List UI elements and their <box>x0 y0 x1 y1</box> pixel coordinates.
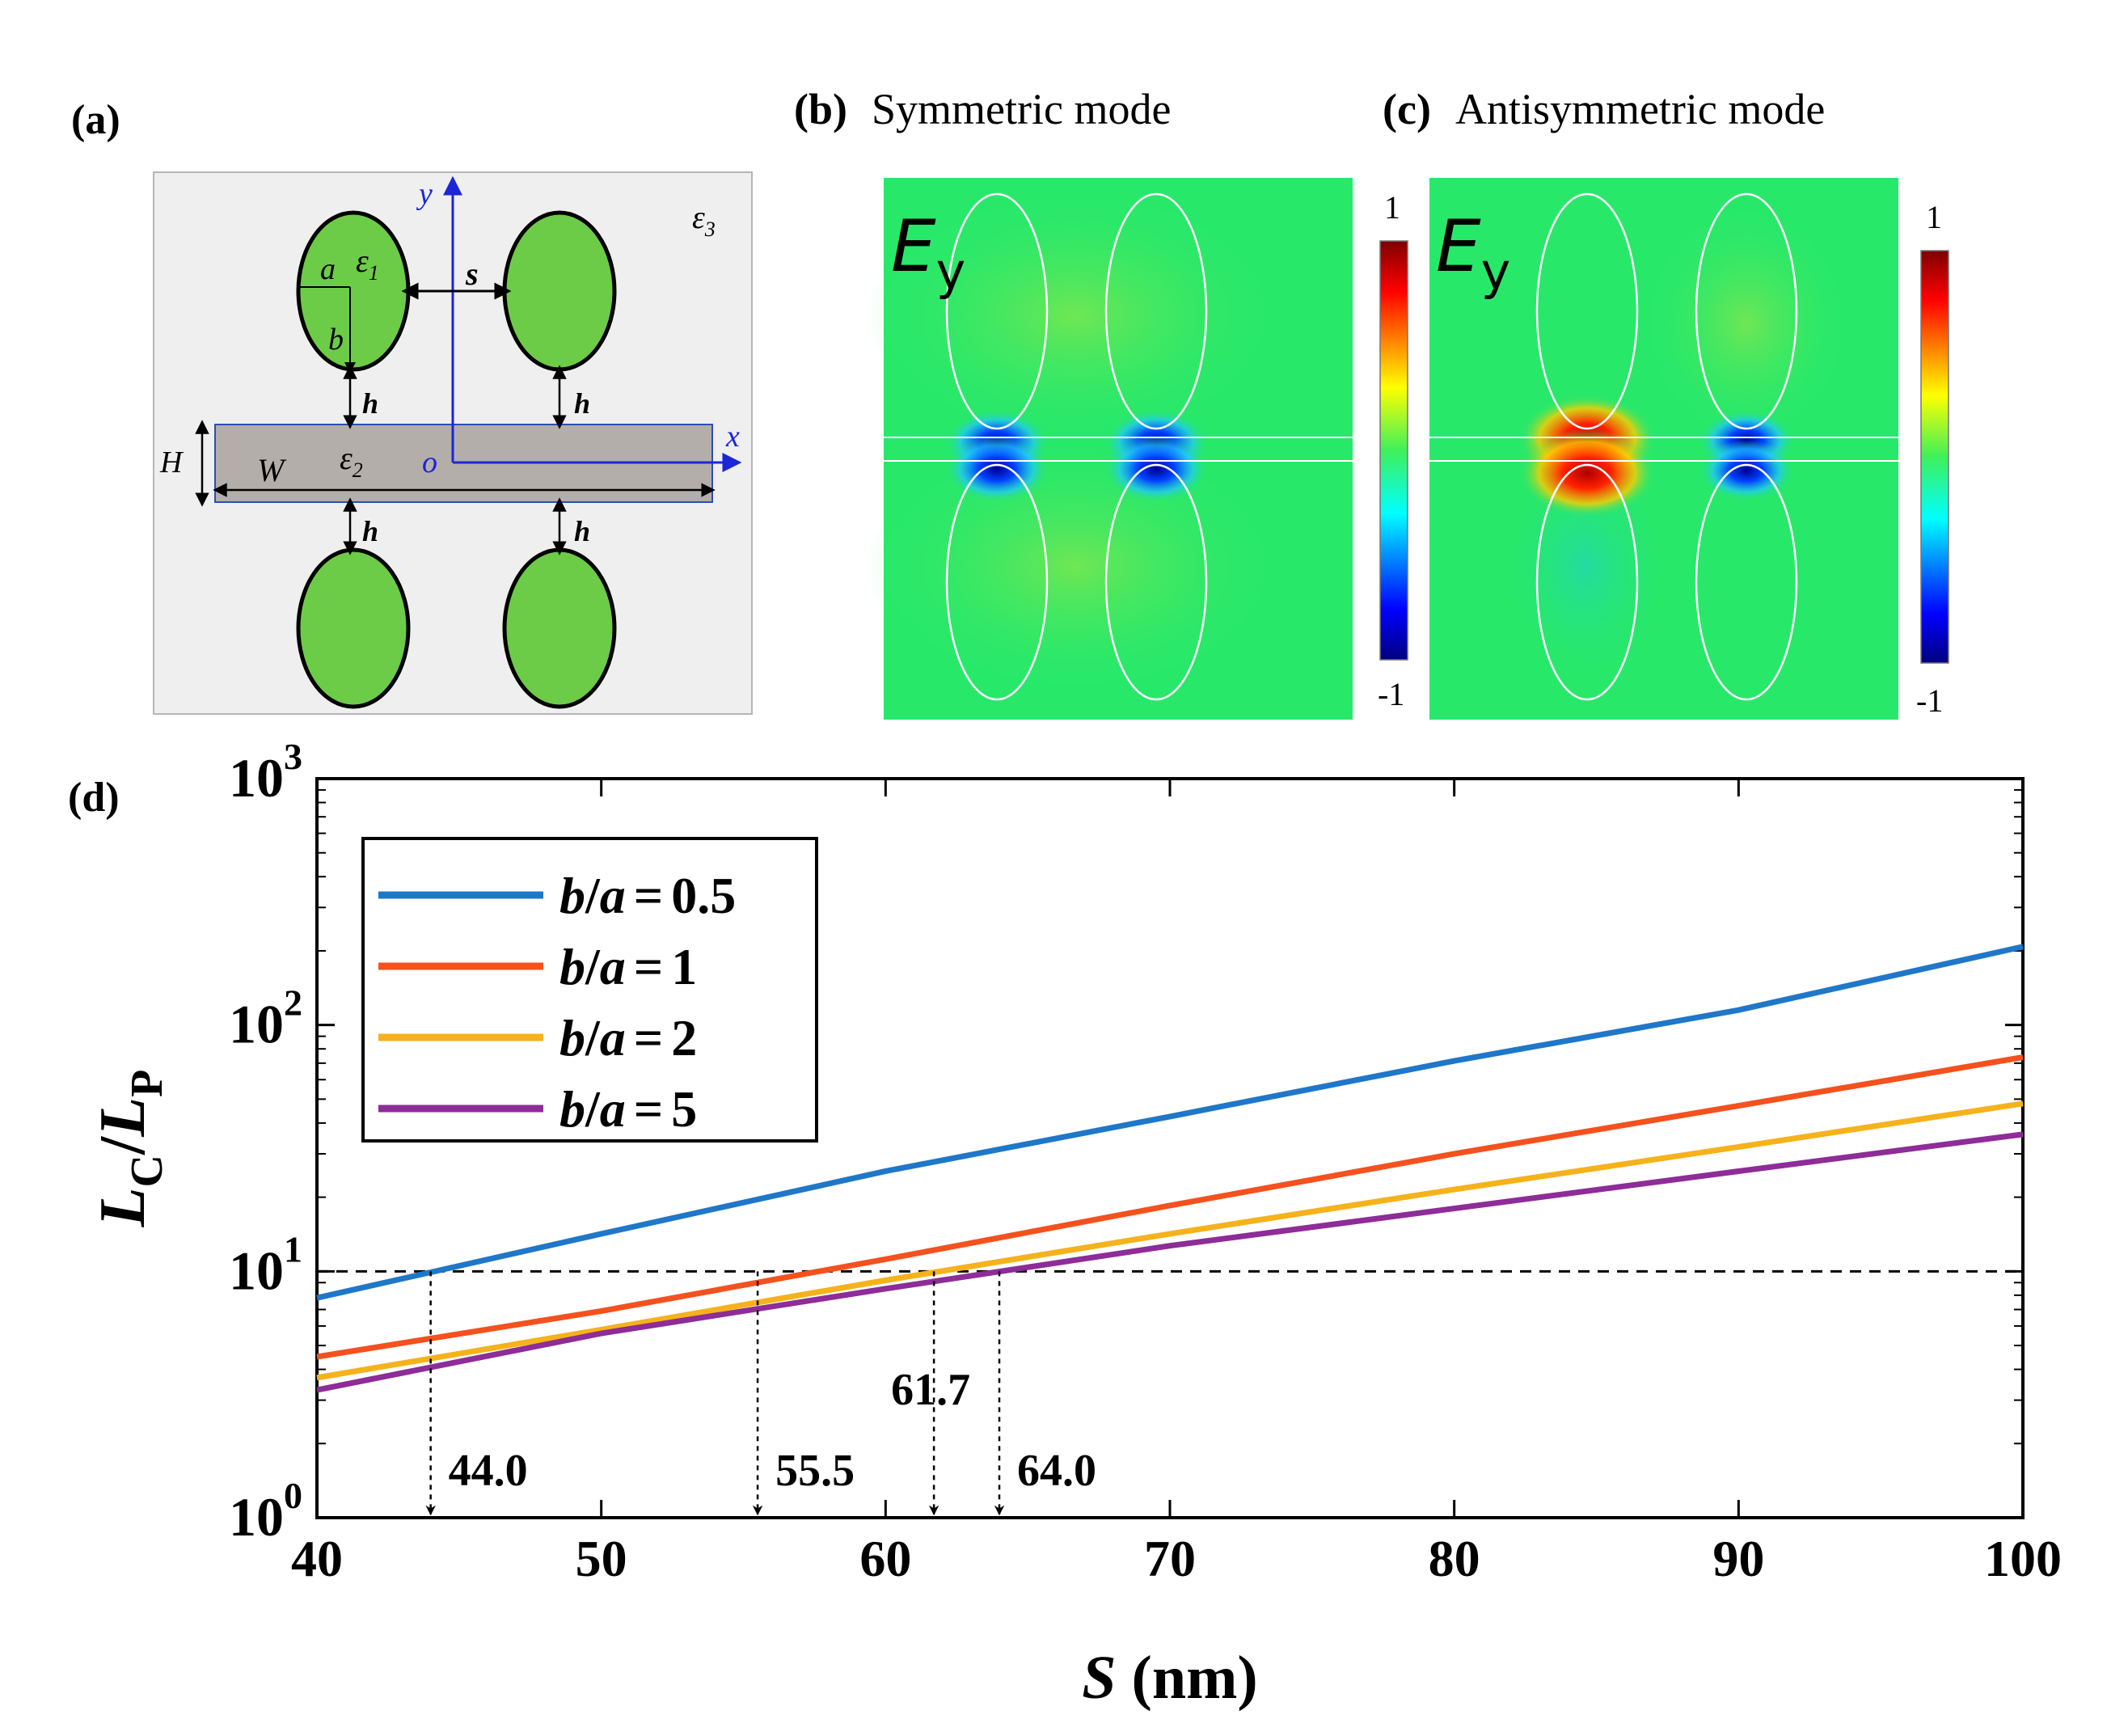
particle-outline-c-1 <box>1535 192 1639 430</box>
label-eps2: ε2 <box>340 440 363 482</box>
label-eps3: ε3 <box>692 199 716 241</box>
x-axis-label: S (nm) <box>1082 1644 1257 1712</box>
panel-a-schematic: ε1 ε2 ε3 a b s h h h h H W o x y <box>153 171 753 715</box>
panel-c-title: (c) Antisymmetric mode <box>1383 85 1825 133</box>
panel-d-label: (d) <box>68 775 120 821</box>
panel-a-label: (a) <box>71 97 120 143</box>
colorbar-c-max: 1 <box>1926 199 1942 235</box>
label-b: b <box>328 323 344 357</box>
label-W: W <box>257 452 287 488</box>
hotspot-c-red-2 <box>1518 429 1656 517</box>
particle-outline-c-2 <box>1695 192 1798 430</box>
label-origin: o <box>422 446 437 479</box>
particle-bottom-left <box>296 547 411 709</box>
panel-b-field-map: Ey 1 -1 <box>865 178 1408 720</box>
y-tick-label: 102 <box>229 982 302 1055</box>
legend-label-s5: b/a = 5 <box>559 1080 697 1138</box>
label-h-4: h <box>574 515 590 547</box>
label-H: H <box>159 446 184 479</box>
hotspot-c-blue-2 <box>1698 440 1795 501</box>
label-eps1: ε1 <box>356 243 379 285</box>
particle-outline-b-1 <box>945 192 1049 430</box>
legend-label-s05: b/a = 0.5 <box>559 867 736 924</box>
x-tick-label: 90 <box>1712 1530 1764 1587</box>
annotation-label: 61.7 <box>891 1365 970 1415</box>
series-line-s1 <box>316 1054 2024 1360</box>
label-y: y <box>416 177 433 211</box>
particle-outline-c-4 <box>1695 463 1798 701</box>
particle-outline-b-4 <box>1104 463 1208 701</box>
panel-c-field-map: Ey 1 -1 <box>1429 178 1949 720</box>
label-h-2: h <box>574 387 590 420</box>
particle-top-right <box>502 210 617 372</box>
annotation-label: 64.0 <box>1017 1446 1096 1496</box>
label-a: a <box>320 252 336 286</box>
colorbar-b <box>1379 240 1408 661</box>
legend-box <box>361 837 818 1143</box>
field-glow-b-2 <box>865 437 1286 695</box>
particle-top-left <box>296 210 411 372</box>
series-line-s05 <box>316 944 2024 1301</box>
field-label-b: Ey <box>891 205 965 301</box>
hotspot-b-4 <box>1104 435 1209 503</box>
y-tick-label: 103 <box>229 736 302 809</box>
legend-label-s2: b/a = 2 <box>559 1009 697 1067</box>
field-glow-c-1 <box>1641 202 1851 445</box>
label-x: x <box>725 420 740 454</box>
y-axis-label: LC/LP <box>87 1070 172 1228</box>
label-h-3: h <box>362 515 378 547</box>
y-tick-label: 100 <box>229 1475 302 1548</box>
panel-b-title: (b) Symmetric mode <box>794 85 1171 133</box>
particle-outline-b-3 <box>945 463 1049 701</box>
y-tick-label: 101 <box>229 1228 302 1301</box>
particle-outline-b-2 <box>1104 192 1208 430</box>
colorbar-b-max: 1 <box>1384 189 1400 226</box>
x-tick-label: 70 <box>1144 1530 1196 1587</box>
x-tick-label: 50 <box>576 1530 627 1587</box>
legend: b/a = 0.5 b/a = 1 b/a = 2 b/a = 5 <box>361 837 818 1143</box>
line-chart: 40 50 60 70 80 90 100 100 101 102 103 44.0 55.5 61.7 6… <box>87 736 2062 1712</box>
particle-bottom-right <box>502 547 617 709</box>
colorbar-b-min: -1 <box>1378 676 1404 712</box>
annotation-label: 55.5 <box>775 1446 855 1496</box>
colorbar-c-min: -1 <box>1916 682 1943 719</box>
x-tick-label: 100 <box>1984 1530 2062 1587</box>
x-tick-label: 80 <box>1429 1530 1480 1587</box>
colorbar-c <box>1920 250 1949 664</box>
annotation-label: 44.0 <box>449 1446 528 1496</box>
series-line-s5 <box>316 1131 2024 1393</box>
field-glow-b <box>865 186 1286 445</box>
x-tick-label: 40 <box>291 1530 343 1587</box>
hotspot-b-2 <box>944 435 1049 503</box>
label-s: s <box>465 256 479 292</box>
particle-outline-c-3 <box>1535 463 1639 701</box>
legend-label-s1: b/a = 1 <box>559 938 697 995</box>
series-line-s2 <box>316 1100 2024 1381</box>
x-tick-label: 60 <box>859 1530 911 1587</box>
label-h-1: h <box>362 387 378 420</box>
field-label-c: Ey <box>1436 205 1510 301</box>
